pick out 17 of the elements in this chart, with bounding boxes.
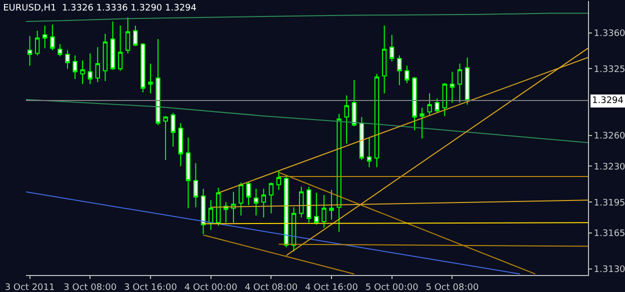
x-tick-label: 4 Oct 08:00 (244, 282, 298, 292)
chart-title: EURUSD,H1 1.3326 1.3336 1.3290 1.3294 (3, 4, 197, 14)
x-tick-label: 3 Oct 08:00 (64, 282, 117, 292)
y-tick-label: 1.3360 (594, 28, 625, 39)
y-tick-label: 1.3130 (594, 264, 625, 275)
x-tick-label: 5 Oct 00:00 (365, 282, 419, 292)
y-tick-label: 1.3230 (594, 162, 625, 172)
y-tick-label: 1.3325 (594, 64, 625, 75)
y-tick-label: 1.3165 (594, 229, 625, 240)
x-tick-label: 4 Oct 00:00 (184, 282, 238, 292)
x-tick-label: 3 Oct 2011 (4, 282, 55, 292)
x-tick-label: 3 Oct 16:00 (124, 282, 178, 292)
y-tick-label: 1.3195 (594, 198, 625, 208)
y-tick-label: 1.3260 (594, 132, 625, 142)
x-tick-label: 5 Oct 08:00 (426, 282, 479, 292)
ref-line-label: 1.3294 (592, 96, 624, 106)
x-tick-label: 4 Oct 16:00 (305, 282, 358, 292)
